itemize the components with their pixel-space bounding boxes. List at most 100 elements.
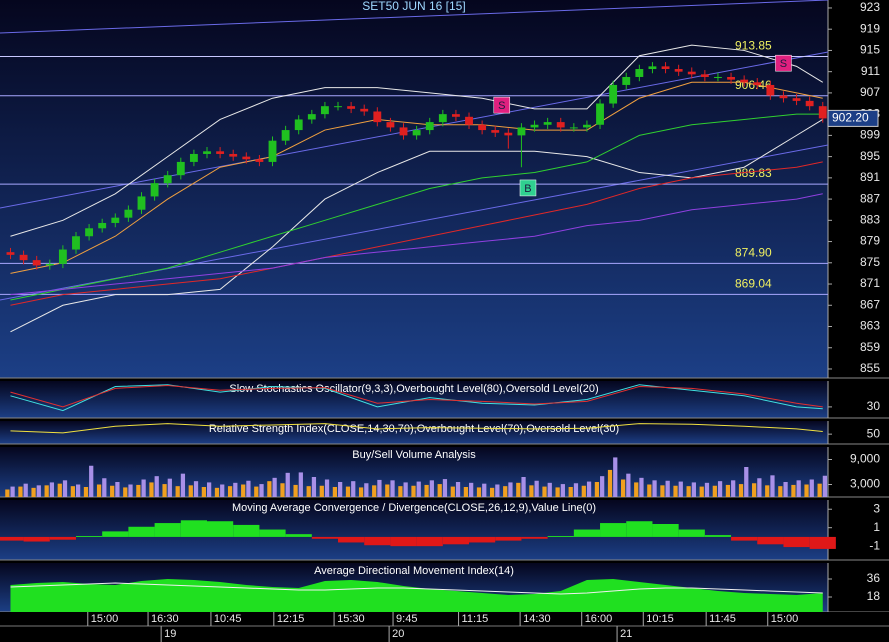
candle-body bbox=[622, 76, 631, 85]
bar bbox=[647, 484, 652, 497]
level-label: 913.85 bbox=[735, 39, 772, 53]
last-price-box bbox=[827, 109, 879, 127]
candle-body bbox=[268, 140, 277, 162]
bar bbox=[450, 486, 455, 497]
y-tick-label: 863 bbox=[860, 319, 880, 333]
y-tick-label: 911 bbox=[861, 64, 880, 78]
bar bbox=[752, 483, 757, 497]
bar bbox=[83, 487, 89, 497]
bar bbox=[652, 524, 679, 537]
signal-marker bbox=[775, 54, 792, 72]
bar bbox=[154, 476, 159, 497]
bar bbox=[765, 485, 770, 497]
bar bbox=[573, 483, 579, 497]
bar bbox=[0, 536, 24, 541]
candle-body bbox=[805, 100, 814, 107]
candle-body bbox=[727, 76, 735, 80]
panel-background bbox=[0, 0, 828, 378]
bar bbox=[686, 486, 691, 497]
candle-body bbox=[792, 98, 801, 101]
bar bbox=[102, 478, 107, 497]
candle-body bbox=[360, 108, 369, 112]
x-tick-label: 16:00 bbox=[585, 613, 613, 625]
bar bbox=[411, 485, 416, 497]
bar bbox=[311, 477, 317, 497]
candle-body bbox=[465, 116, 473, 125]
bar bbox=[345, 486, 351, 497]
bar bbox=[75, 484, 81, 497]
candle-body bbox=[451, 114, 460, 117]
bar bbox=[188, 485, 193, 497]
candle-body bbox=[779, 95, 788, 99]
bar bbox=[822, 475, 827, 497]
y-tick-label: -1 bbox=[869, 538, 880, 552]
bar bbox=[338, 482, 343, 497]
bar bbox=[712, 485, 717, 497]
candle-body bbox=[6, 252, 15, 255]
candle-body bbox=[255, 159, 264, 162]
bar bbox=[44, 485, 49, 497]
candle-body bbox=[517, 127, 526, 136]
bar bbox=[738, 484, 744, 497]
candle-body bbox=[242, 156, 251, 160]
bar bbox=[476, 487, 482, 497]
level-label: 869.04 bbox=[735, 277, 772, 291]
candle-body bbox=[569, 127, 578, 129]
y-tick-label: 879 bbox=[860, 234, 880, 248]
bar bbox=[817, 483, 822, 497]
candle-body bbox=[753, 82, 762, 85]
bar bbox=[442, 479, 448, 497]
indicator-line bbox=[10, 423, 823, 434]
indicator-line bbox=[10, 113, 823, 301]
candle-body bbox=[661, 66, 670, 70]
bar bbox=[626, 521, 653, 537]
signal-label: S bbox=[780, 58, 787, 70]
x-tick-label: 15:30 bbox=[337, 613, 365, 625]
candle-body bbox=[32, 260, 41, 266]
candle-body bbox=[58, 249, 67, 264]
candle-body bbox=[412, 130, 421, 136]
bar bbox=[529, 485, 534, 497]
bar bbox=[621, 479, 626, 497]
bar bbox=[259, 484, 264, 497]
bar bbox=[547, 536, 574, 537]
bar bbox=[639, 477, 644, 497]
bar bbox=[70, 486, 75, 497]
candle-body bbox=[216, 151, 225, 154]
bar bbox=[673, 485, 678, 497]
x-tick-label: 16:30 bbox=[151, 613, 179, 625]
x-tick-label: 11:45 bbox=[709, 613, 736, 625]
bar bbox=[660, 485, 665, 497]
candle-body bbox=[583, 124, 591, 128]
candle-body bbox=[19, 254, 28, 261]
panel-background bbox=[0, 421, 828, 444]
bar bbox=[241, 484, 246, 497]
bar bbox=[324, 479, 330, 497]
y-tick-label: 923 bbox=[860, 0, 880, 14]
y-tick-label: 887 bbox=[860, 191, 880, 205]
bar bbox=[581, 485, 586, 497]
bar bbox=[293, 484, 298, 497]
indicator-line bbox=[10, 384, 823, 412]
bar bbox=[167, 478, 172, 497]
bar bbox=[154, 523, 181, 537]
bar bbox=[463, 487, 469, 497]
candle-body bbox=[478, 124, 487, 131]
bar bbox=[351, 481, 356, 497]
indicator-line bbox=[10, 119, 824, 333]
bar bbox=[699, 486, 704, 497]
bar bbox=[385, 484, 390, 497]
candle-body bbox=[320, 106, 329, 115]
candle-body bbox=[98, 222, 107, 229]
bar bbox=[75, 536, 103, 537]
candle-body bbox=[281, 130, 290, 141]
bar bbox=[568, 487, 573, 497]
bar bbox=[358, 487, 364, 497]
panel-title: Buy/Sell Volume Analysis bbox=[352, 449, 476, 461]
candle-body bbox=[189, 153, 198, 162]
candle-body bbox=[124, 209, 133, 218]
bar bbox=[36, 485, 41, 497]
bar bbox=[809, 536, 836, 549]
